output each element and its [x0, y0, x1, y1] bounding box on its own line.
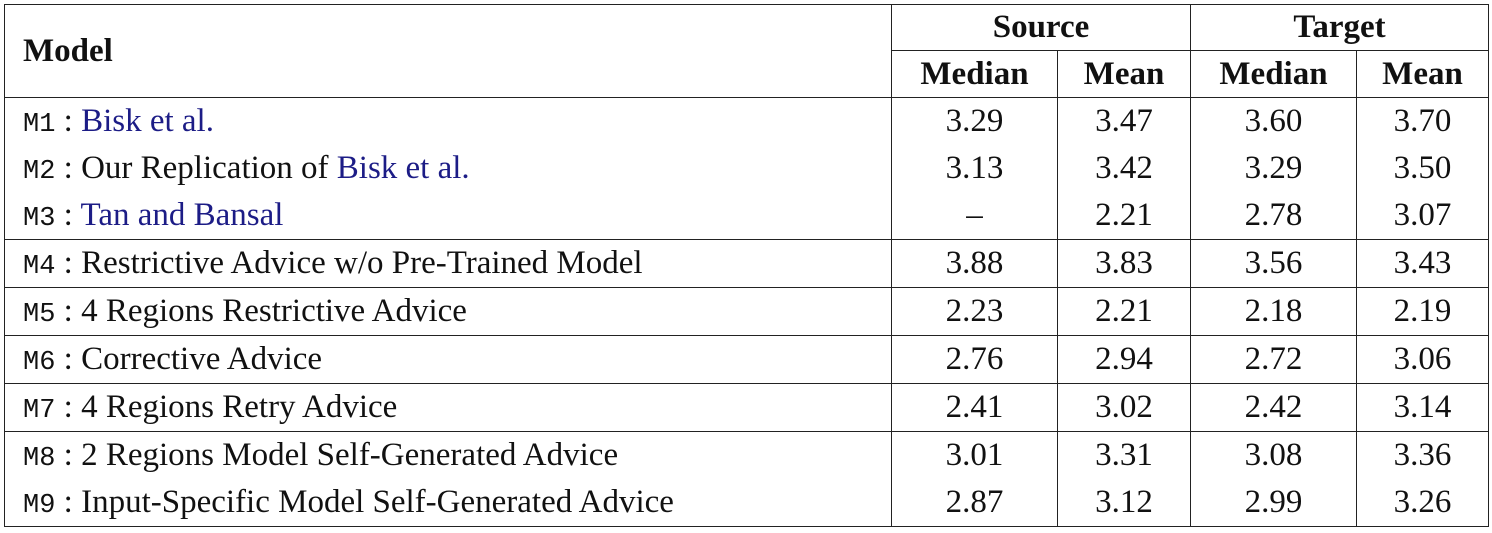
value-cell: 3.83 [1057, 239, 1191, 288]
separator: : [63, 102, 73, 139]
value-cell: 3.50 [1356, 145, 1489, 192]
model-cell: M6 : Corrective Advice [4, 335, 892, 384]
value-cell: 3.07 [1356, 192, 1489, 240]
model-id: M7 [23, 395, 56, 426]
model-cell: M3 : Tan and Bansal [4, 192, 892, 240]
model-id: M1 [23, 109, 56, 140]
model-name: Our Replication of [81, 149, 329, 186]
separator: : [63, 483, 73, 520]
model-name: 4 Regions Restrictive Advice [81, 292, 467, 329]
value-cell: 3.13 [891, 145, 1058, 192]
value-cell: 3.12 [1057, 479, 1191, 527]
model-cell: M7 : 4 Regions Retry Advice [4, 383, 892, 432]
model-id: M8 [23, 443, 56, 474]
citation-link[interactable]: Bisk et al. [81, 102, 214, 139]
column-header: Mean [1356, 50, 1489, 98]
value-cell: 3.14 [1356, 383, 1489, 432]
citation-link[interactable]: Bisk et al. [336, 149, 470, 186]
table-row: M1 : Bisk et al. 3.29 3.47 3.60 3.70 [4, 97, 1489, 145]
value-cell: 2.21 [1057, 287, 1191, 336]
table-row: M7 : 4 Regions Retry Advice 2.41 3.02 2.42 3… [4, 383, 1489, 432]
value-cell: 2.78 [1190, 192, 1357, 240]
value-cell: 3.31 [1057, 431, 1191, 479]
table-row: M6 : Corrective Advice 2.76 2.94 2.72 3.06 [4, 335, 1489, 384]
value-cell: 2.42 [1190, 383, 1357, 432]
model-cell: M4 : Restrictive Advice w/o Pre-Trained … [4, 239, 892, 288]
model-cell: M9 : Input-Specific Model Self-Generated… [4, 479, 892, 527]
column-header: Median [1190, 50, 1357, 98]
value-cell: 2.41 [891, 383, 1058, 432]
value-cell: 3.02 [1057, 383, 1191, 432]
separator: : [63, 292, 73, 329]
column-header: Median [891, 50, 1058, 98]
value-cell: 3.36 [1356, 431, 1489, 479]
value-cell: 3.01 [891, 431, 1058, 479]
citation-link[interactable]: Tan and Bansal [80, 196, 284, 233]
model-header: Model [4, 4, 892, 98]
value-cell: – [891, 192, 1058, 240]
value-cell: 3.47 [1057, 97, 1191, 145]
column-header: Mean [1057, 50, 1191, 98]
model-id: M2 [23, 156, 56, 187]
table-row: M9 : Input-Specific Model Self-Generated… [4, 479, 1489, 527]
value-cell: 3.06 [1356, 335, 1489, 384]
value-cell: 3.26 [1356, 479, 1489, 527]
table-row: M5 : 4 Regions Restrictive Advice 2.23 2.2… [4, 287, 1489, 336]
value-cell: 2.87 [891, 479, 1058, 527]
value-cell: 3.60 [1190, 97, 1357, 145]
value-cell: 2.99 [1190, 479, 1357, 527]
model-cell: M5 : 4 Regions Restrictive Advice [4, 287, 892, 336]
separator: : [63, 436, 73, 473]
model-id: M6 [23, 347, 56, 378]
model-cell: M2 : Our Replication of Bisk et al. [4, 145, 892, 192]
table-row: M2 : Our Replication of Bisk et al. 3.13 3… [4, 145, 1489, 192]
table-row: M3 : Tan and Bansal –2.21 2.78 3.07 [4, 192, 1489, 240]
value-cell: 2.23 [891, 287, 1058, 336]
model-cell: M1 : Bisk et al. [4, 97, 892, 145]
model-name: Input-Specific Model Self-Generated Advi… [81, 483, 674, 520]
value-cell: 2.76 [891, 335, 1058, 384]
model-id: M3 [23, 203, 56, 234]
value-cell: 3.88 [891, 239, 1058, 288]
value-cell: 2.18 [1190, 287, 1357, 336]
value-cell: 3.08 [1190, 431, 1357, 479]
group-header: Target [1190, 4, 1489, 51]
table-row: M8 : 2 Regions Model Self-Generated Advi… [4, 431, 1489, 479]
model-name: 2 Regions Model Self-Generated Advice [81, 436, 619, 473]
model-name: Restrictive Advice w/o Pre-Trained Model [81, 244, 643, 281]
table-row: M4 : Restrictive Advice w/o Pre-Trained … [4, 239, 1489, 288]
value-cell: 3.56 [1190, 239, 1357, 288]
model-name: 4 Regions Retry Advice [81, 388, 398, 425]
value-cell: 3.42 [1057, 145, 1191, 192]
table-body: M1 : Bisk et al. 3.29 3.47 3.60 3.70 M2 : Our… [4, 97, 1489, 527]
model-id: M4 [23, 251, 56, 282]
value-cell: 2.19 [1356, 287, 1489, 336]
value-cell: 3.70 [1356, 97, 1489, 145]
separator: : [63, 340, 73, 377]
separator: : [63, 196, 73, 233]
results-table: Model Source Target Median Mean Median M… [4, 4, 1489, 527]
separator: : [63, 388, 73, 425]
table-wrap: Model Source Target Median Mean Median M… [4, 4, 1489, 527]
value-cell: 2.94 [1057, 335, 1191, 384]
model-id: M9 [23, 490, 56, 521]
group-header: Source [891, 4, 1191, 51]
model-cell: M8 : 2 Regions Model Self-Generated Advi… [4, 431, 892, 479]
separator: : [63, 149, 73, 186]
model-name: Corrective Advice [81, 340, 323, 377]
value-cell: 3.29 [891, 97, 1058, 145]
value-cell: 3.29 [1190, 145, 1357, 192]
model-id: M5 [23, 299, 56, 330]
separator: : [63, 244, 73, 281]
value-cell: 2.21 [1057, 192, 1191, 240]
value-cell: 2.72 [1190, 335, 1357, 384]
value-cell: 3.43 [1356, 239, 1489, 288]
